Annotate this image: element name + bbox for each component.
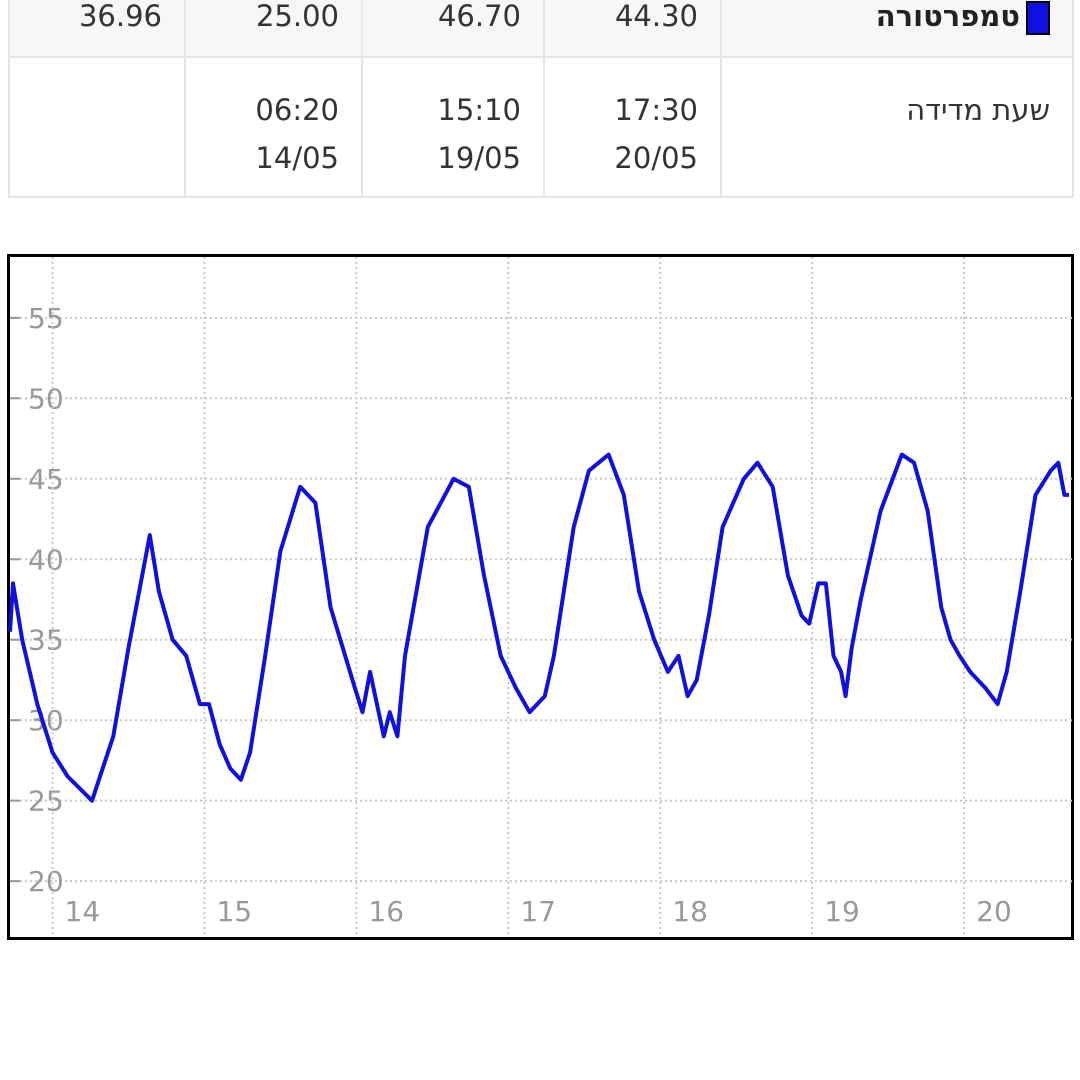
date: 20/05 xyxy=(614,141,698,175)
x-tick-label: 14 xyxy=(65,895,101,928)
time-cell: 15:10 19/05 xyxy=(361,56,545,198)
row-label: טמפרטורה xyxy=(720,0,1074,58)
x-tick-label: 20 xyxy=(976,895,1012,928)
legend-swatch xyxy=(1026,1,1050,35)
x-tick-label: 17 xyxy=(520,895,556,928)
row-label: שעת מדידה xyxy=(720,56,1074,198)
label-text: טמפרטורה xyxy=(875,0,1020,33)
value-cell: 36.96 xyxy=(8,0,186,58)
x-tick-label: 16 xyxy=(368,895,404,928)
x-tick-label: 18 xyxy=(672,895,708,928)
time: 06:20 xyxy=(255,93,339,127)
data-line xyxy=(8,452,1069,803)
chart-frame xyxy=(7,254,1074,940)
date: 19/05 xyxy=(437,141,521,175)
y-tick-label: 20 xyxy=(28,865,64,898)
y-tick-label: 55 xyxy=(28,302,64,335)
date: 14/05 xyxy=(255,141,339,175)
time: 17:30 xyxy=(614,93,698,127)
time: 15:10 xyxy=(437,93,521,127)
y-tick-label: 45 xyxy=(28,463,64,496)
y-tick-label: 50 xyxy=(28,382,64,415)
x-tick-label: 15 xyxy=(216,895,252,928)
x-tick-label: 19 xyxy=(824,895,860,928)
y-tick-label: 35 xyxy=(28,624,64,657)
time-cell: 17:30 20/05 xyxy=(543,56,722,198)
y-tick-label: 40 xyxy=(28,543,64,576)
y-tick-label: 25 xyxy=(28,785,64,818)
